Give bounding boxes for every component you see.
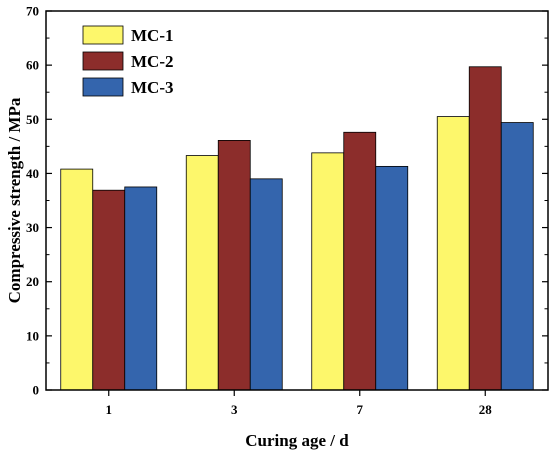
bar-mc-2-28 [468, 66, 502, 391]
legend-label-mc-3: MC-3 [131, 78, 173, 97]
y-axis: 0 10 20 30 40 50 60 70 [26, 4, 548, 398]
bar-mc-3-7 [375, 165, 409, 391]
y-tick-label: 40 [26, 166, 39, 181]
x-tick-label: 7 [357, 402, 364, 417]
y-tick-label: 0 [33, 383, 40, 398]
legend-label-mc-1: MC-1 [131, 26, 173, 45]
legend-swatch-mc-1 [82, 25, 124, 45]
bar-mc-2-3 [217, 140, 251, 391]
bar-mc-2-7 [343, 131, 377, 391]
legend: MC-1 MC-2 MC-3 [82, 25, 173, 97]
y-tick-label: 20 [26, 274, 39, 289]
bar-mc-1-28 [436, 116, 470, 391]
y-tick-label: 10 [26, 328, 39, 343]
bars-layer [60, 66, 534, 391]
legend-label-mc-2: MC-2 [131, 52, 173, 71]
bar-mc-1-7 [311, 152, 345, 391]
bar-mc-1-1 [60, 168, 94, 391]
bar-mc-3-28 [500, 122, 534, 391]
y-tick-label: 60 [26, 58, 39, 73]
x-tick-label: 28 [479, 402, 493, 417]
legend-swatch-mc-3 [82, 77, 124, 97]
bar-mc-2-1 [92, 189, 126, 391]
x-tick-label: 1 [106, 402, 113, 417]
bar-mc-3-3 [249, 178, 283, 391]
y-tick-label: 50 [26, 112, 39, 127]
y-tick-label: 70 [26, 4, 39, 19]
x-axis: 1 3 7 28 [106, 390, 493, 417]
bar-mc-3-1 [124, 186, 158, 391]
legend-swatch-mc-2 [82, 51, 124, 71]
x-tick-label: 3 [231, 402, 238, 417]
y-axis-label: Compressive strength / MPa [5, 97, 24, 303]
y-tick-label: 30 [26, 220, 39, 235]
bar-mc-1-3 [185, 155, 219, 391]
x-axis-label: Curing age / d [245, 431, 349, 450]
